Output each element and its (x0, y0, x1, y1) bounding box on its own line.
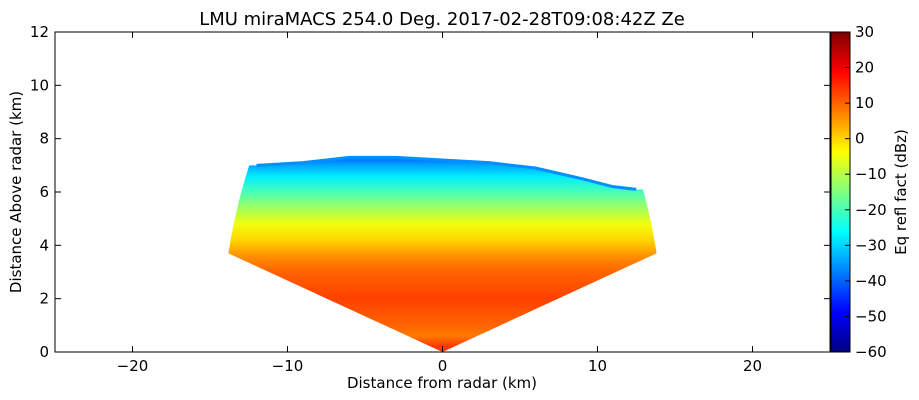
colorbar-tick-label: 30 (855, 23, 874, 41)
colorbar-tick-label: −20 (855, 201, 887, 219)
cloud-top-edge (256, 155, 637, 191)
y-tick-label: 8 (39, 130, 49, 148)
colorbar-tick-label: 20 (855, 59, 874, 77)
y-tick-label: 6 (39, 183, 49, 201)
y-tick-label: 4 (39, 236, 49, 254)
colorbar-tick-label: 10 (855, 94, 874, 112)
colorbar-tick-label: −50 (855, 307, 887, 325)
x-tick-label: 10 (588, 357, 607, 375)
x-tick-label: −10 (272, 357, 304, 375)
colorbar (830, 31, 851, 353)
colorbar-tick-label: −40 (855, 272, 887, 290)
colorbar-tick-label: −30 (855, 236, 887, 254)
y-tick-label: 2 (39, 290, 49, 308)
x-tick-label: −20 (117, 357, 149, 375)
x-tick-label: 20 (743, 357, 762, 375)
colorbar-tick-label: −10 (855, 165, 887, 183)
chart-title: LMU miraMACS 254.0 Deg. 2017-02-28T09:08… (199, 9, 685, 30)
y-tick-label: 0 (39, 343, 49, 361)
y-tick-label: 10 (30, 76, 49, 94)
colorbar-label: Eq refl fact (dBz) (892, 129, 910, 255)
y-axis-label: Distance Above radar (km) (7, 91, 25, 293)
colorbar-tick-label: 0 (855, 130, 865, 148)
reflectivity-field (228, 155, 657, 352)
x-tick-label: 0 (438, 357, 448, 375)
colorbar-tick-label: −60 (855, 343, 887, 361)
y-tick-label: 12 (30, 23, 49, 41)
x-axis-label: Distance from radar (km) (347, 374, 537, 392)
